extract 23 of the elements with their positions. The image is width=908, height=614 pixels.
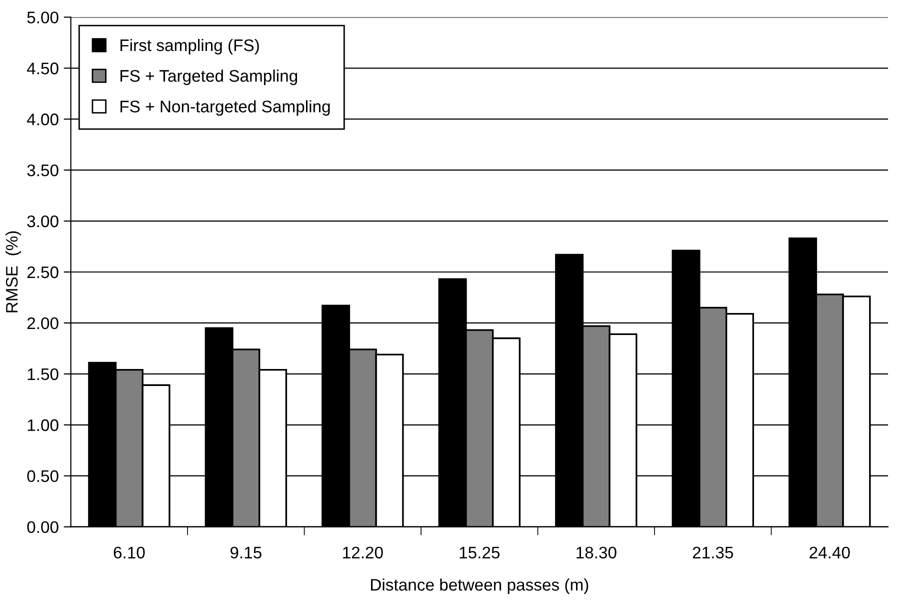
x-tick-label: 18.30 <box>576 546 616 558</box>
x-tick-label: 6.10 <box>114 546 145 558</box>
x-axis-title: Distance between passes (m) <box>371 578 588 594</box>
y-tick-label: 0.00 <box>27 521 58 534</box>
y-tick-label: 1.50 <box>28 368 58 380</box>
legend-label: First sampling (FS) <box>120 38 259 54</box>
x-tick-label: 9.15 <box>230 546 262 558</box>
legend-label: FS + Targeted Sampling <box>120 70 298 86</box>
y-tick-label: 1.00 <box>28 419 58 432</box>
y-axis-title: RMSE (%) <box>5 231 22 312</box>
y-tick-label: 4.00 <box>26 114 58 126</box>
y-tick-label: 2.50 <box>27 266 58 278</box>
x-tick-label: 21.35 <box>692 546 734 558</box>
y-tick-label: 0.50 <box>27 470 58 482</box>
x-tick-label: 24.40 <box>810 546 850 558</box>
y-tick-label: 4.50 <box>26 62 58 74</box>
y-tick-label: 3.50 <box>27 164 58 176</box>
x-tick-label: 15.25 <box>460 546 500 558</box>
y-tick-label: 2.00 <box>27 317 58 330</box>
legend-label: FS + Non-targeted Sampling <box>120 100 330 116</box>
y-tick-label: 5.00 <box>27 12 58 24</box>
x-tick-label: 12.20 <box>343 546 383 558</box>
y-tick-label: 3.00 <box>27 215 58 228</box>
